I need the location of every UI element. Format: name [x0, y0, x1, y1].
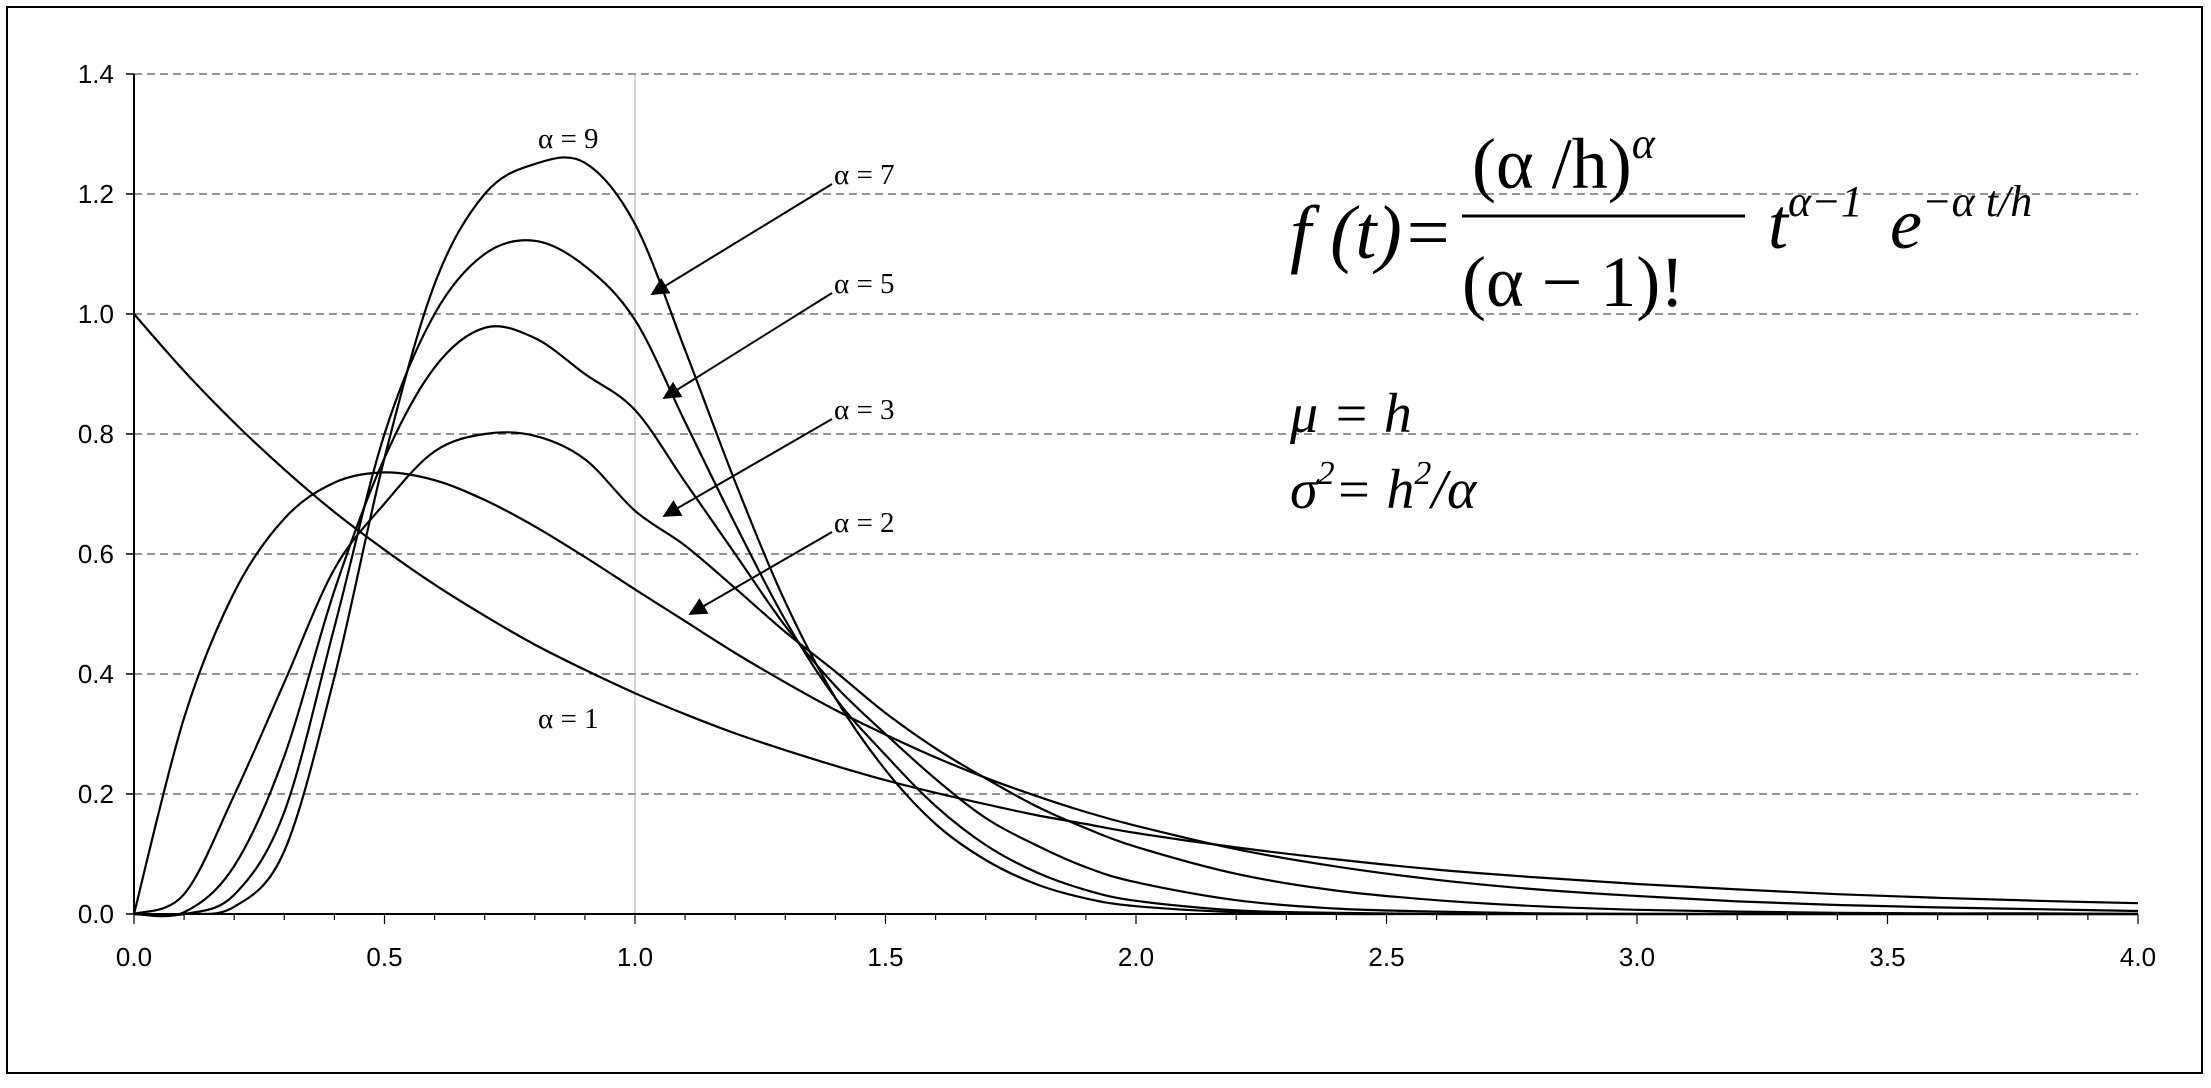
y-tick-label: 1.4: [78, 59, 114, 89]
arrow-alpha-3: [662, 418, 833, 517]
arrow-alpha-2: [688, 531, 833, 615]
moments-formula: μ = h σ2= h2/α: [1289, 383, 1478, 521]
formula-numerator: (α /h)α: [1472, 119, 1656, 204]
y-tick-label: 1.0: [78, 299, 114, 329]
formula-t-term: tα−1: [1768, 177, 1863, 264]
y-tick-label: 0.6: [78, 539, 114, 569]
x-tick-label: 1.0: [617, 942, 653, 972]
series-line-2: [133, 431, 2139, 916]
y-tick-label: 0.2: [78, 779, 114, 809]
gridlines: [134, 73, 2138, 914]
x-tick-label: 1.5: [867, 942, 903, 972]
formula-lhs: f (t)=: [1290, 191, 1453, 275]
series-curves: [132, 156, 2139, 918]
series-line-0: [133, 313, 2139, 905]
series-line-5: [133, 156, 2138, 916]
label-alpha-3: α = 3: [834, 394, 895, 426]
arrow-alpha-5: [662, 292, 833, 399]
formula-denominator: (α − 1)!: [1462, 242, 1684, 322]
formula-exp-term: e−α t/h: [1890, 177, 2032, 264]
label-alpha-1: α = 1: [538, 703, 599, 735]
series-line-3: [133, 325, 2138, 918]
x-tick-label: 2.0: [1118, 942, 1154, 972]
variance-formula: σ2= h2/α: [1290, 455, 1478, 521]
x-tick-label: 0.0: [116, 942, 152, 972]
y-tick-label: 1.2: [78, 179, 114, 209]
x-tick-label: 4.0: [2120, 942, 2156, 972]
y-tick-label: 0.0: [78, 899, 114, 929]
series-line-4: [133, 239, 2138, 917]
y-tick-label: 0.8: [78, 419, 114, 449]
x-tick-label: 0.5: [366, 942, 402, 972]
x-tick-label: 3.5: [1869, 942, 1905, 972]
label-alpha-5: α = 5: [834, 268, 895, 300]
x-tick-label: 2.5: [1368, 942, 1404, 972]
y-tick-label: 0.4: [78, 659, 114, 689]
label-alpha-9: α = 9: [538, 123, 599, 155]
x-tick-label: 3.0: [1619, 942, 1655, 972]
pdf-formula: f (t)= (α /h)α (α − 1)! tα−1 e−α t/h: [1290, 119, 2032, 322]
label-alpha-7: α = 7: [834, 159, 895, 191]
label-alpha-2: α = 2: [834, 507, 895, 539]
arrow-alpha-7: [650, 183, 833, 295]
series-line-1: [132, 471, 2139, 915]
mean-formula: μ = h: [1289, 383, 1412, 445]
